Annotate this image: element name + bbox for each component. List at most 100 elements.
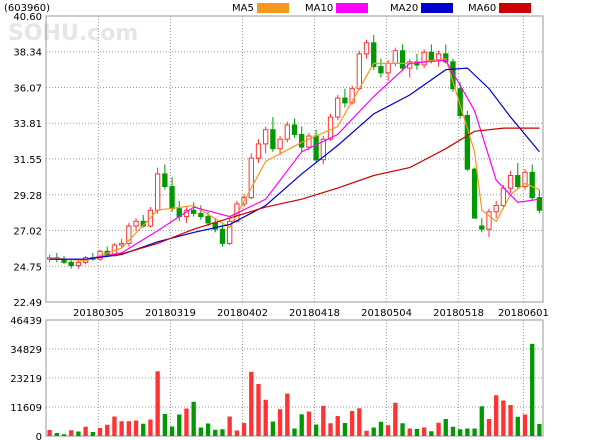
- volume-bar: [371, 427, 376, 436]
- stock-code-label: (603960): [4, 3, 50, 14]
- candle-body: [126, 225, 132, 244]
- candle-body: [335, 97, 341, 118]
- ma-line-ma60: [114, 127, 540, 257]
- candle-body: [515, 175, 521, 188]
- candle-body: [500, 187, 507, 207]
- volume-bar: [349, 411, 355, 436]
- volume-bar: [472, 428, 477, 436]
- price-tick-label: 24.75: [13, 262, 42, 273]
- candle-body: [270, 129, 276, 150]
- candle-body: [378, 66, 384, 74]
- candle-body: [255, 143, 262, 159]
- candle-body: [313, 135, 319, 161]
- volume-bar: [530, 343, 535, 436]
- price-tick-label: 27.02: [13, 226, 42, 237]
- volume-bar: [458, 429, 463, 436]
- price-tick-label: 40.60: [13, 12, 42, 23]
- legend-swatch: [499, 3, 531, 13]
- volume-bar: [486, 419, 492, 436]
- candle-body: [291, 124, 298, 135]
- date-tick-label: 20180601: [498, 308, 549, 319]
- candle-body: [299, 133, 305, 148]
- volume-bar: [299, 414, 304, 436]
- volume-bar: [263, 399, 268, 436]
- price-tick-label: 36.07: [13, 84, 42, 95]
- legend-label: MA60: [468, 3, 496, 14]
- ma-line-ma5: [49, 57, 540, 262]
- candle-body: [457, 88, 463, 116]
- volume-bar: [407, 428, 412, 436]
- candle-body: [342, 97, 348, 104]
- volume-bar: [126, 421, 131, 436]
- candle-body: [219, 228, 226, 244]
- volume-bar: [436, 422, 441, 436]
- volume-bar: [141, 423, 146, 436]
- candle-body: [154, 173, 161, 211]
- candle-body: [399, 50, 406, 69]
- candle-body: [493, 205, 499, 213]
- volume-bar: [414, 429, 420, 436]
- volume-bar: [76, 431, 81, 436]
- volume-bar: [400, 423, 405, 436]
- volume-tick-label: 34829: [10, 345, 42, 356]
- volume-bar: [177, 414, 182, 436]
- volume-bar: [169, 426, 175, 436]
- candle-body: [68, 261, 74, 267]
- volume-bar: [292, 428, 297, 436]
- volume-bar: [494, 395, 499, 436]
- volume-bar: [277, 409, 283, 436]
- volume-bar: [421, 427, 427, 436]
- volume-bar: [227, 416, 232, 436]
- volume-bar: [61, 434, 67, 436]
- volume-bar: [119, 421, 124, 436]
- volume-bar: [285, 393, 290, 436]
- candle-body: [507, 175, 514, 189]
- volume-bar: [220, 429, 225, 436]
- legend: MA5 MA10 MA20 MA60: [232, 3, 531, 14]
- volume-bar: [241, 423, 247, 436]
- volume-bar: [306, 411, 312, 436]
- candle-body: [227, 220, 233, 244]
- volume-bar: [256, 384, 261, 436]
- volume-bar: [47, 430, 52, 436]
- volume-bar: [162, 414, 168, 436]
- volume-bar: [335, 416, 340, 436]
- candle-body: [529, 171, 535, 199]
- volume-bar: [393, 402, 398, 436]
- candle-body: [162, 173, 168, 188]
- candle-body: [443, 53, 449, 63]
- candle-body: [363, 42, 370, 55]
- candle-body: [421, 51, 427, 66]
- candle-body: [205, 216, 211, 224]
- volume-grid: [45, 319, 544, 437]
- candle-body: [263, 129, 269, 145]
- candle-body: [190, 209, 197, 214]
- volume-bar: [378, 421, 384, 436]
- price-tick-label: 33.81: [13, 119, 42, 130]
- date-tick-label: 20180402: [217, 308, 268, 319]
- candle-body: [198, 212, 204, 218]
- candle-body: [306, 135, 312, 148]
- candle-body: [385, 62, 391, 74]
- volume-bar: [364, 430, 369, 436]
- volume-bar: [83, 426, 88, 436]
- legend-label: MA20: [390, 3, 418, 14]
- candle-body: [392, 50, 399, 64]
- volume-bar: [133, 420, 139, 436]
- volume-bar: [54, 433, 59, 436]
- candle-body: [349, 88, 355, 104]
- date-tick-label: 20180319: [145, 308, 196, 319]
- date-tick-label: 20180518: [433, 308, 484, 319]
- candle-body: [284, 124, 290, 140]
- volume-bar: [191, 401, 196, 436]
- volume-bar: [342, 423, 348, 436]
- volume-bar: [321, 405, 326, 436]
- legend-swatch: [336, 3, 368, 13]
- candle-body: [277, 138, 283, 150]
- volume-bar: [508, 405, 513, 436]
- volume-bar: [357, 408, 362, 436]
- volume-bar: [198, 427, 204, 436]
- candle-body: [327, 116, 334, 140]
